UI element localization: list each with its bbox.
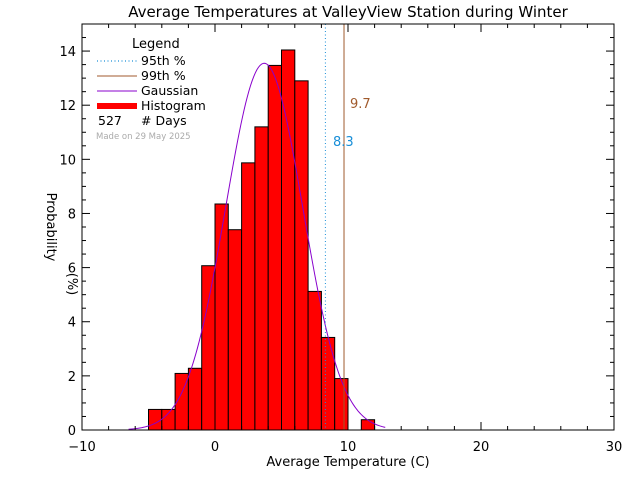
data-layer xyxy=(128,24,386,431)
x-tick-label: 0 xyxy=(211,440,219,455)
legend-label-99th: 99th % xyxy=(141,68,186,83)
histogram-bar-13 xyxy=(320,336,336,431)
y-tick-label: 2 xyxy=(68,370,76,385)
histogram-bar-14 xyxy=(334,378,349,431)
y-tick-label: 12 xyxy=(59,99,76,114)
histogram-bar-16 xyxy=(360,419,376,431)
percentile-99-label: 9.7 xyxy=(350,97,371,112)
y-tick-label: 14 xyxy=(59,45,76,60)
percentile-95-label: 8.3 xyxy=(333,135,354,150)
histogram-bar-5 xyxy=(214,203,229,431)
histogram-bar-8 xyxy=(254,126,269,431)
histogram-bar-3 xyxy=(187,367,203,431)
y-tick-label: 0 xyxy=(68,424,76,439)
legend-label-95th: 95th % xyxy=(141,53,186,68)
histogram-bar-12 xyxy=(307,290,322,431)
histogram-bar-4 xyxy=(201,265,216,431)
x-tick-label: 10 xyxy=(340,440,357,455)
x-tick-label: 30 xyxy=(606,440,623,455)
y-tick-label: 6 xyxy=(68,262,76,277)
histogram-bar-9 xyxy=(267,64,283,431)
made-on-note: Made on 29 May 2025 xyxy=(96,132,191,142)
y-axis-unit-label: (%) xyxy=(64,273,79,296)
legend-label-histogram: Histogram xyxy=(141,98,206,113)
gaussian-curve xyxy=(128,62,386,430)
chart-title: Average Temperatures at ValleyView Stati… xyxy=(128,3,568,21)
histogram-bar-11 xyxy=(294,80,309,431)
legend: Legend 95th % 99th % Gaussian Histogram … xyxy=(96,37,206,142)
legend-label-gaussian: Gaussian xyxy=(141,83,198,98)
histogram-bar-7 xyxy=(241,162,256,431)
y-axis-label: Probability xyxy=(43,193,58,262)
histogram-bar-6 xyxy=(227,229,243,431)
y-tick-label: 4 xyxy=(68,316,76,331)
legend-title: Legend xyxy=(132,37,180,52)
x-tick-label: −10 xyxy=(68,440,95,455)
y-tick-label: 8 xyxy=(68,207,76,222)
x-tick-label: 20 xyxy=(473,440,490,455)
x-axis-label: Average Temperature (C) xyxy=(266,455,429,470)
legend-day-count: 527 xyxy=(98,113,122,128)
y-tick-label: 10 xyxy=(59,153,76,168)
legend-day-count-label: # Days xyxy=(141,113,187,128)
histogram-bar-0 xyxy=(148,408,163,431)
